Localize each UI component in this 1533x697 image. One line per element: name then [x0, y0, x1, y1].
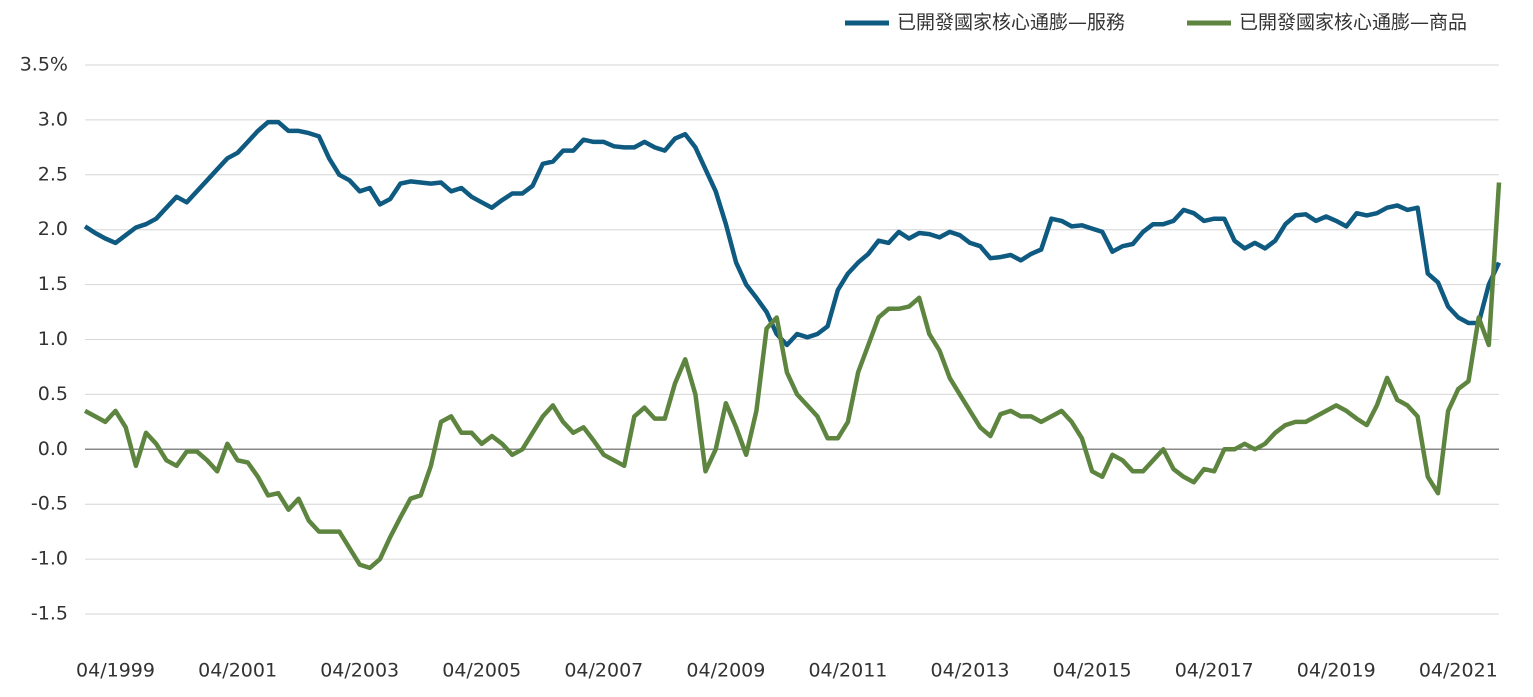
x-tick-label: 04/2009 [686, 660, 765, 682]
x-tick-label: 04/2005 [442, 660, 521, 682]
y-tick-label: -0.5 [31, 493, 68, 515]
x-tick-label: 04/2011 [808, 660, 887, 682]
series-line [83, 119, 1502, 348]
y-tick-label: 3.0 [38, 108, 68, 130]
legend-label: 已開發國家核心通膨—商品 [1239, 12, 1467, 34]
x-tick-label: 04/2021 [1419, 660, 1498, 682]
legend-label: 已開發國家核心通膨—服務 [897, 12, 1125, 34]
y-tick-label: 2.5 [38, 163, 68, 185]
x-tick-label: 04/2003 [320, 660, 399, 682]
y-tick-label: 1.0 [38, 328, 68, 350]
x-tick-label: 04/2017 [1175, 660, 1254, 682]
y-tick-label: 0.0 [38, 438, 68, 460]
y-tick-label: -1.5 [31, 603, 68, 625]
y-tick-label: 2.0 [38, 218, 68, 240]
x-tick-label: 04/2015 [1053, 660, 1132, 682]
y-tick-label: 0.5 [38, 383, 68, 405]
y-tick-label: 1.5 [38, 273, 68, 295]
x-tick-label: 04/2013 [931, 660, 1010, 682]
series-line [83, 182, 1502, 571]
y-tick-label: -1.0 [31, 548, 68, 570]
x-tick-label: 04/2001 [198, 660, 277, 682]
x-tick-label: 04/1999 [76, 660, 155, 682]
y-tick-label: 3.5% [20, 54, 68, 76]
x-tick-label: 04/2019 [1297, 660, 1376, 682]
x-tick-label: 04/2007 [564, 660, 643, 682]
